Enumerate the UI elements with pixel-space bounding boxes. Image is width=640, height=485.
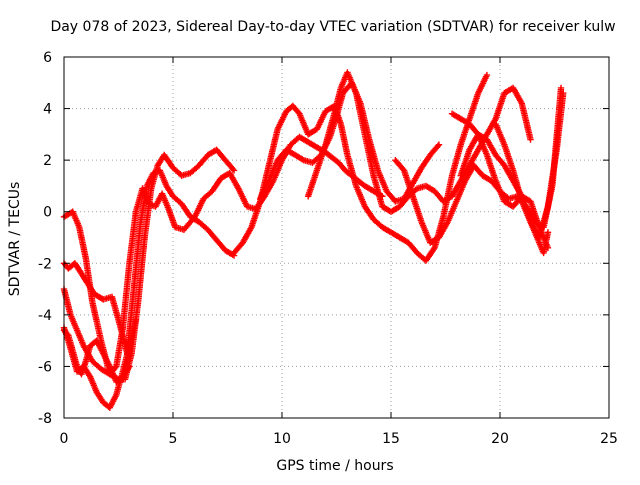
plot-frame — [63, 56, 610, 419]
series-trail — [493, 122, 551, 255]
series-track-5 — [60, 327, 133, 386]
series-track-12 — [492, 120, 552, 257]
x-tick-label: 25 — [600, 431, 618, 447]
y-axis-label: SDTVAR / TECUs — [7, 182, 23, 297]
chart-title: Day 078 of 2023, Sidereal Day-to-day VTE… — [50, 19, 615, 35]
y-tick-label: -2 — [38, 256, 52, 272]
y-tick-label: 6 — [43, 50, 52, 66]
x-tick-label: 0 — [60, 431, 69, 447]
x-tick-label: 5 — [169, 431, 178, 447]
y-tick-label: 2 — [43, 153, 52, 169]
data-points — [60, 69, 567, 411]
series-trail — [61, 134, 384, 377]
series-trail — [61, 328, 132, 385]
axis-ticks: 0 5 10 15 20 25 -8 -6 -4 -2 0 2 4 6 — [38, 50, 618, 447]
series-track-1 — [60, 133, 386, 378]
y-tick-label: 4 — [43, 102, 52, 118]
y-tick-label: 0 — [43, 205, 52, 221]
x-axis-label: GPS time / hours — [276, 458, 393, 474]
series-track-7 — [257, 79, 443, 205]
series-trail — [257, 80, 442, 205]
x-tick-label: 10 — [273, 431, 291, 447]
y-tick-label: -4 — [38, 308, 52, 324]
y-tick-label: -6 — [38, 359, 52, 375]
y-tick-label: -8 — [38, 411, 52, 427]
x-tick-label: 20 — [491, 431, 509, 447]
x-tick-label: 15 — [382, 431, 400, 447]
series-track-6 — [230, 71, 491, 264]
